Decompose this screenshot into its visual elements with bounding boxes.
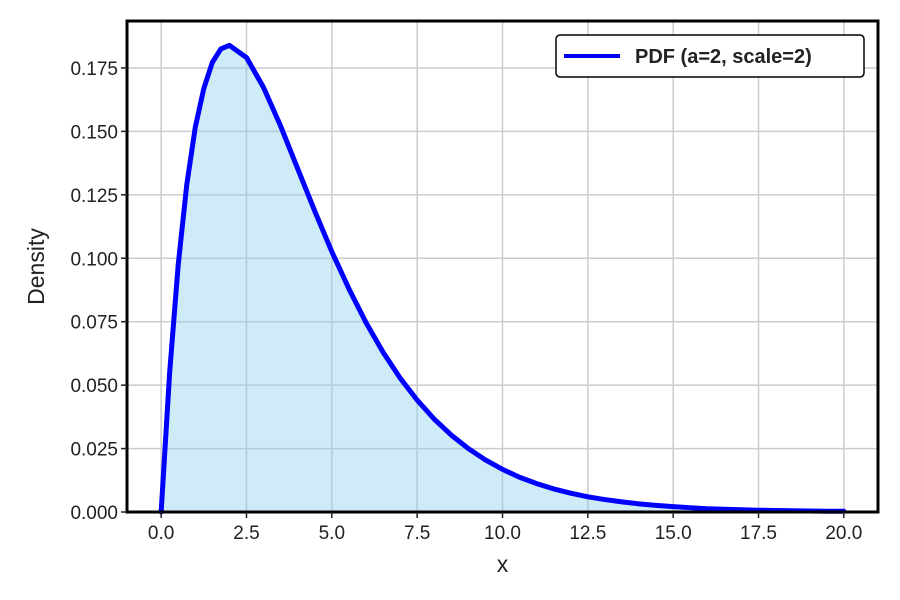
y-tick-label: 0.175 bbox=[70, 59, 118, 80]
legend-entry-label: PDF (a=2, scale=2) bbox=[635, 46, 812, 68]
x-tick-label: 20.0 bbox=[825, 523, 862, 544]
x-axis-ticks: 0.0 2.5 5.0 7.5 10.0 12.5 15.0 17.5 20.0 bbox=[148, 512, 862, 544]
y-tick-label: 0.025 bbox=[70, 440, 118, 461]
y-axis-ticks: 0.000 0.025 0.050 0.075 0.100 0.125 0.150 0.175 bbox=[70, 59, 127, 524]
x-tick-label: 7.5 bbox=[404, 523, 430, 544]
y-tick-label: 0.150 bbox=[70, 122, 118, 143]
x-axis-label: x bbox=[497, 551, 509, 577]
y-tick-label: 0.125 bbox=[70, 186, 118, 207]
legend-box bbox=[555, 34, 865, 78]
y-tick-label: 0.075 bbox=[70, 313, 118, 334]
y-tick-label: 0.050 bbox=[70, 376, 118, 397]
pdf-area-fill bbox=[161, 45, 844, 513]
x-tick-label: 0.0 bbox=[148, 523, 174, 544]
x-tick-label: 12.5 bbox=[569, 523, 606, 544]
y-tick-label: 0.000 bbox=[70, 503, 118, 524]
x-tick-label: 15.0 bbox=[655, 523, 692, 544]
legend: PDF (a=2, scale=2) bbox=[555, 34, 865, 78]
y-tick-label: 0.100 bbox=[70, 249, 118, 270]
x-tick-label: 10.0 bbox=[484, 523, 521, 544]
y-axis-label: Density bbox=[23, 228, 49, 305]
x-tick-label: 2.5 bbox=[233, 523, 259, 544]
pdf-line bbox=[158, 42, 847, 515]
x-tick-label: 5.0 bbox=[319, 523, 345, 544]
x-tick-label: 17.5 bbox=[740, 523, 777, 544]
